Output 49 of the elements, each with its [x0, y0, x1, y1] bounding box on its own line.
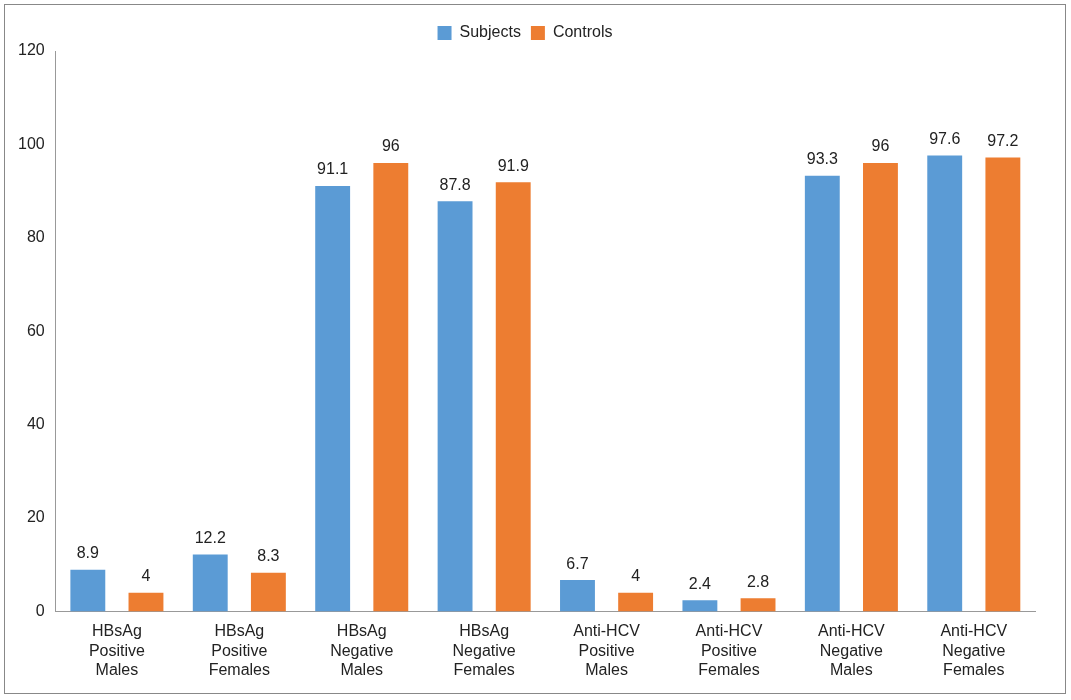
- data-label: 96: [871, 137, 890, 155]
- data-label: 4: [141, 567, 151, 585]
- bar: [927, 155, 963, 612]
- bar: [128, 592, 164, 612]
- bar: [863, 163, 898, 612]
- y-tick-label: 100: [17, 134, 45, 152]
- bar: [250, 572, 286, 612]
- x-tick-label: HBsAg Negative Males: [330, 622, 394, 678]
- y-tick-label: 40: [26, 415, 45, 433]
- bar: [70, 569, 106, 612]
- bar: [315, 185, 351, 612]
- legend-label: Subjects: [459, 23, 521, 41]
- data-label: 91.1: [317, 160, 349, 178]
- data-label: 2.8: [746, 572, 770, 590]
- bar: [373, 163, 409, 612]
- y-tick-label: 120: [17, 41, 45, 59]
- y-tick-label: 60: [26, 321, 45, 339]
- data-label: 8.9: [76, 544, 100, 562]
- x-tick-label: HBsAg Negative Females: [452, 622, 516, 678]
- bar: [618, 592, 654, 612]
- data-label: 4: [631, 567, 641, 585]
- data-label: 8.3: [257, 547, 280, 565]
- data-label: 6.7: [566, 554, 589, 572]
- x-tick-label: HBsAg Positive Females: [208, 622, 270, 678]
- bar: [495, 182, 531, 612]
- x-tick-label: HBsAg Positive Males: [88, 622, 146, 678]
- bar: [804, 175, 840, 612]
- y-tick-label: 0: [35, 601, 45, 619]
- data-label: 97.6: [929, 130, 961, 148]
- x-tick-label: Anti-HCV Positive Males: [573, 622, 641, 678]
- bar: [437, 201, 473, 612]
- data-label: 97.2: [987, 131, 1019, 149]
- x-tick-label: Anti-HCV Negative Males: [818, 622, 886, 678]
- data-label: 96: [381, 137, 400, 155]
- data-label: 91.9: [497, 156, 529, 174]
- bar: [682, 600, 718, 612]
- data-label: 93.3: [806, 150, 838, 168]
- x-tick-label: Anti-HCV Negative Females: [940, 622, 1008, 678]
- bar: [192, 554, 228, 612]
- bar: [740, 598, 776, 612]
- bar: [560, 580, 595, 612]
- y-tick-label: 20: [26, 508, 45, 526]
- legend-label: Controls: [552, 23, 613, 41]
- data-label: 12.2: [194, 528, 226, 546]
- data-label: 87.8: [439, 175, 471, 193]
- y-tick-label: 80: [26, 228, 45, 246]
- x-tick-label: Anti-HCV Positive Females: [695, 622, 763, 678]
- data-label: 2.4: [688, 574, 712, 592]
- bar: [985, 157, 1021, 612]
